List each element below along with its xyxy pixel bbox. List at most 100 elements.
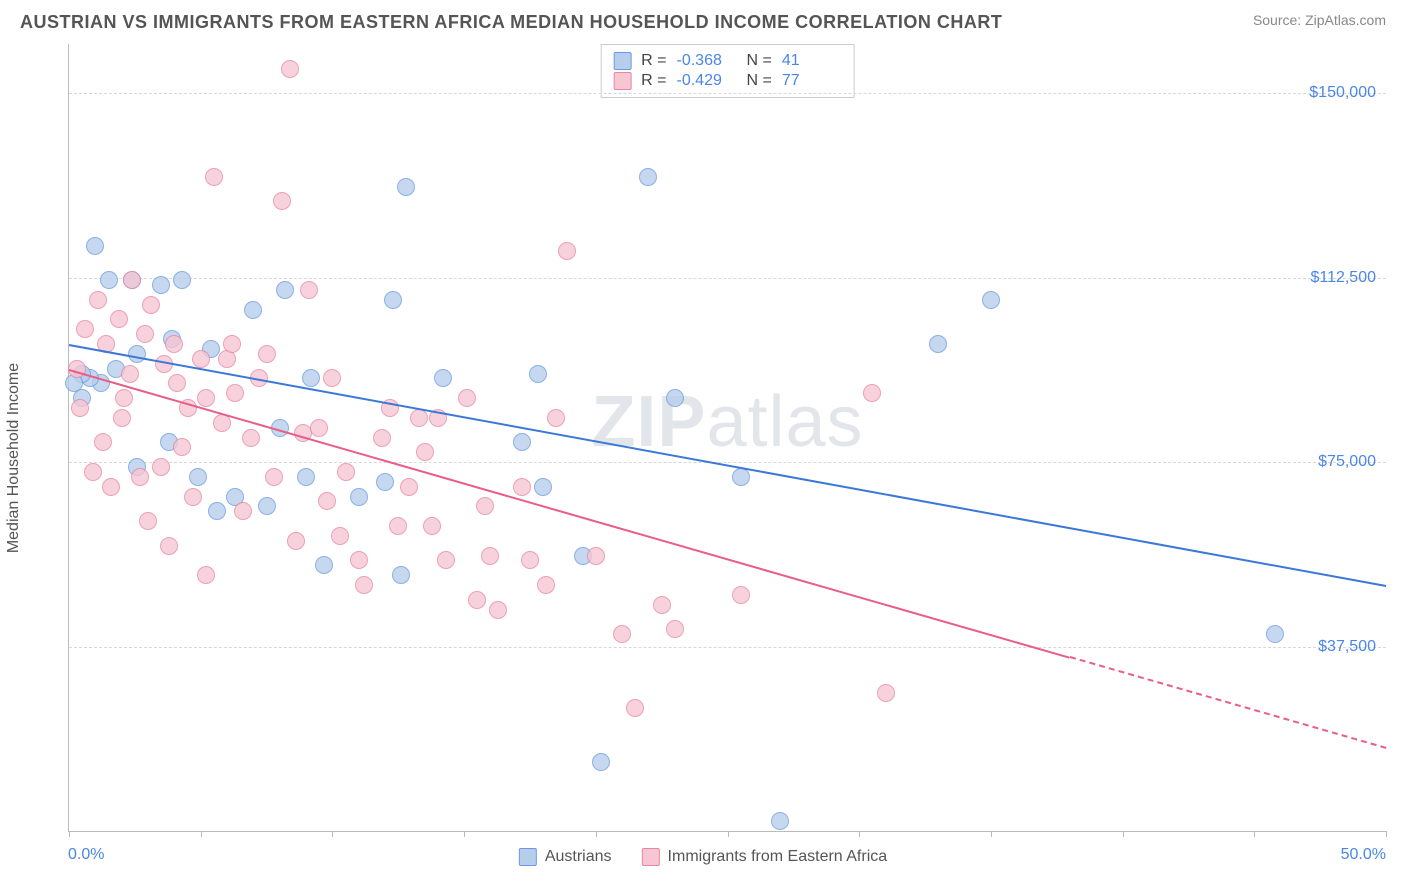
r-label: R = [641, 52, 666, 70]
eafrica-point [521, 551, 539, 569]
eafrica-point [123, 271, 141, 289]
eafrica-point [173, 438, 191, 456]
eafrica-legend-label: Immigrants from Eastern Africa [668, 848, 888, 866]
eafrica-point [666, 620, 684, 638]
x-tick [1123, 831, 1124, 837]
austrians-point [208, 502, 226, 520]
r-label: R = [641, 72, 666, 90]
legend-item-austrians: Austrians [519, 848, 612, 866]
eafrica-point [102, 478, 120, 496]
eafrica-point [587, 547, 605, 565]
legend-item-eafrica: Immigrants from Eastern Africa [642, 848, 888, 866]
austrians-point [276, 281, 294, 299]
eafrica-point [110, 310, 128, 328]
eafrica-point [300, 281, 318, 299]
y-tick-label: $150,000 [1309, 84, 1376, 102]
gridline [69, 462, 1386, 463]
austrians-point [513, 433, 531, 451]
austrians-point [732, 468, 750, 486]
eafrica-point [192, 350, 210, 368]
series-legend: Austrians Immigrants from Eastern Africa [519, 848, 887, 866]
x-tick [991, 831, 992, 837]
austrians-swatch [613, 52, 631, 70]
eafrica-point [732, 586, 750, 604]
correlation-stats-box: R =-0.368N =41R =-0.429N =77 [600, 44, 855, 98]
eafrica-point [323, 369, 341, 387]
y-axis-label: Median Household Income [5, 363, 23, 553]
eafrica-point [626, 699, 644, 717]
r-value: -0.429 [677, 72, 737, 90]
austrians-point [152, 276, 170, 294]
austrians-point [929, 335, 947, 353]
eafrica-point [287, 532, 305, 550]
eafrica-point [877, 684, 895, 702]
eafrica-point [416, 443, 434, 461]
chart-title: AUSTRIAN VS IMMIGRANTS FROM EASTERN AFRI… [20, 12, 1002, 33]
eafrica-point [537, 576, 555, 594]
austrians-point [771, 812, 789, 830]
source-label: Source: [1253, 12, 1301, 28]
eafrica-point [613, 625, 631, 643]
x-tick [596, 831, 597, 837]
chart-container: Median Household Income ZIPatlas R =-0.3… [20, 44, 1386, 872]
austrians-point [534, 478, 552, 496]
eafrica-point [184, 488, 202, 506]
eafrica-point [76, 320, 94, 338]
eafrica-point [84, 463, 102, 481]
eafrica-point [273, 192, 291, 210]
eafrica-point [389, 517, 407, 535]
austrians-point [1266, 625, 1284, 643]
eafrica-point [115, 389, 133, 407]
eafrica-point [481, 547, 499, 565]
eafrica-point [423, 517, 441, 535]
eafrica-point [437, 551, 455, 569]
x-tick [859, 831, 860, 837]
austrians-point [392, 566, 410, 584]
eafrica-point [131, 468, 149, 486]
austrians-point [350, 488, 368, 506]
austrians-point [666, 389, 684, 407]
eafrica-point [234, 502, 252, 520]
x-tick [332, 831, 333, 837]
eafrica-point [400, 478, 418, 496]
gridline [69, 647, 1386, 648]
eafrica-point [139, 512, 157, 530]
x-tick [728, 831, 729, 837]
eafrica-point [310, 419, 328, 437]
eafrica-point [547, 409, 565, 427]
stats-row-austrians: R =-0.368N =41 [613, 51, 842, 71]
eafrica-point [165, 335, 183, 353]
eafrica-point [197, 389, 215, 407]
eafrica-point [281, 60, 299, 78]
austrians-legend-label: Austrians [545, 848, 612, 866]
watermark-light: atlas [706, 382, 863, 462]
austrians-point [258, 497, 276, 515]
n-label: N = [747, 52, 772, 70]
eafrica-point [242, 429, 260, 447]
austrians-point [639, 168, 657, 186]
y-tick-label: $37,500 [1318, 638, 1376, 656]
x-tick [1254, 831, 1255, 837]
eafrica-point [223, 335, 241, 353]
y-tick-label: $112,500 [1310, 269, 1376, 287]
austrians-point [315, 556, 333, 574]
x-axis-min-label: 0.0% [68, 846, 104, 864]
eafrica-point [863, 384, 881, 402]
eafrica-point [331, 527, 349, 545]
eafrica-point [476, 497, 494, 515]
watermark: ZIPatlas [591, 381, 863, 463]
eafrica-point [205, 168, 223, 186]
eafrica-point [160, 537, 178, 555]
austrians-point [100, 271, 118, 289]
plot-area: ZIPatlas R =-0.368N =41R =-0.429N =77 $3… [68, 44, 1386, 832]
austrians-trend-line [69, 344, 1386, 587]
eafrica-point [71, 399, 89, 417]
eafrica-point [226, 384, 244, 402]
eafrica-point [558, 242, 576, 260]
eafrica-point [258, 345, 276, 363]
austrians-point [189, 468, 207, 486]
source-attribution: Source: ZipAtlas.com [1253, 12, 1386, 28]
x-tick [464, 831, 465, 837]
eafrica-point [489, 601, 507, 619]
austrians-point [376, 473, 394, 491]
